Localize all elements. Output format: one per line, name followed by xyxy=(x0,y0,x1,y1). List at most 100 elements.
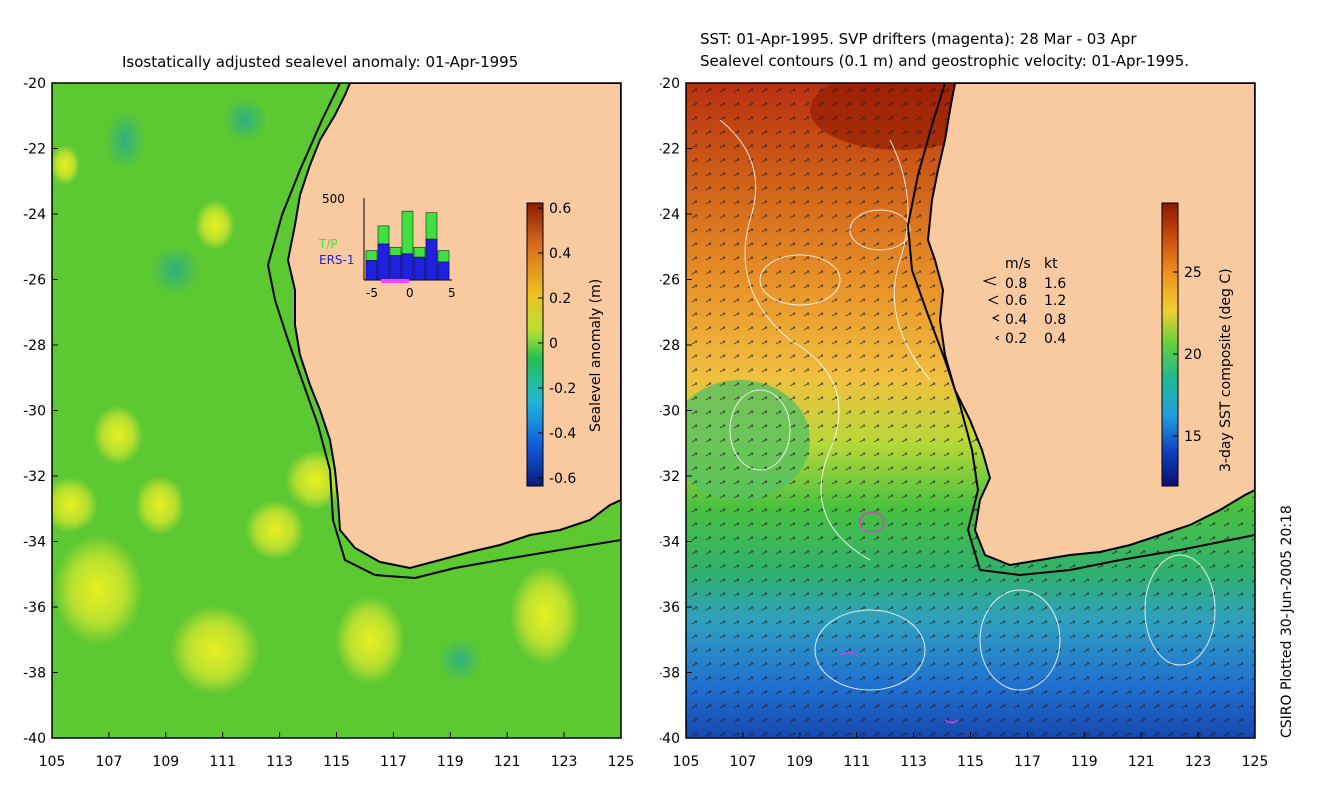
right-lon-label: 121 xyxy=(1128,754,1155,770)
histogram-bar-ers xyxy=(413,256,426,281)
left-lat-label: -40 xyxy=(23,731,46,747)
right-colorbar: 25 20 15 3-day SST composite (deg C) xyxy=(1161,202,1234,487)
histogram-bar-ers xyxy=(425,238,438,281)
velocity-legend-ms-2: 0.4 xyxy=(1005,312,1027,328)
left-lon-label: 113 xyxy=(266,754,293,770)
right-lat-label: -22 xyxy=(660,142,680,158)
drifter-tracks xyxy=(839,511,959,724)
left-colorbar: 0.6 0.4 0.2 0 -0.2 -0.4 -0.6 Sealevel anomaly … xyxy=(526,201,604,487)
right-lat-label: -20 xyxy=(660,76,680,92)
histogram-inset: 500 T/P ERS-1 -5 0 5 xyxy=(318,192,456,300)
left-lat-label: -38 xyxy=(23,666,46,682)
right-shelf-contour xyxy=(906,83,1255,577)
right-lat-label: -26 xyxy=(660,273,680,289)
histogram-bar-ers xyxy=(377,243,390,281)
left-panel-title: Isostatically adjusted sealevel anomaly:… xyxy=(122,53,519,71)
histogram-marker xyxy=(381,279,409,283)
right-map-panel: m/s kt 0.8 1.6 0.6 1.2 0.4 0.8 0.2 0.4 xyxy=(660,76,1269,770)
right-lon-label: 115 xyxy=(957,754,984,770)
left-lon-label: 107 xyxy=(96,754,123,770)
right-panel-title-line2: Sealevel contours (0.1 m) and geostrophi… xyxy=(700,52,1190,70)
left-lat-label: -26 xyxy=(23,273,46,289)
left-lon-label: 105 xyxy=(39,754,66,770)
left-lon-label: 111 xyxy=(209,754,236,770)
right-lat-label: -32 xyxy=(660,469,680,485)
velocity-legend-kt-1: 1.2 xyxy=(1044,293,1066,309)
left-lat-label: -28 xyxy=(23,338,46,354)
velocity-legend-ms-1: 0.6 xyxy=(1005,293,1027,309)
right-colorbar-tick-label: 15 xyxy=(1184,429,1202,445)
right-lon-label: 111 xyxy=(843,754,870,770)
velocity-legend-arrow-3 xyxy=(995,335,1000,341)
left-lon-label: 125 xyxy=(608,754,635,770)
right-colorbar-tick-label: 20 xyxy=(1184,347,1202,363)
left-lat-label: -36 xyxy=(23,600,46,616)
left-shelf-contour xyxy=(266,83,621,580)
left-colorbar-tick-label: -0.2 xyxy=(549,381,576,397)
left-colorbar-tick-label: -0.4 xyxy=(549,426,576,442)
left-colorbar-tick-label: 0.4 xyxy=(549,246,571,262)
left-anomaly-blobs xyxy=(52,98,580,695)
left-colorbar-tick-label: 0 xyxy=(549,336,558,352)
histogram-bar-ers xyxy=(389,255,402,281)
velocity-legend: m/s kt 0.8 1.6 0.6 1.2 0.4 0.8 0.2 0.4 xyxy=(982,256,1066,347)
left-lat-label: -34 xyxy=(23,535,46,551)
right-lat-label: -24 xyxy=(660,207,680,223)
left-lat-label: -32 xyxy=(23,469,46,485)
velocity-legend-header-ms: m/s xyxy=(1005,256,1031,272)
right-lon-label: 125 xyxy=(1242,754,1269,770)
velocity-legend-arrow-2 xyxy=(991,314,1000,322)
velocity-legend-arrow-0 xyxy=(982,276,997,286)
plot-credit: CSIRO Plotted 30-Jun-2005 20:18 xyxy=(1279,505,1295,738)
histogram-xtick-neg5: -5 xyxy=(366,286,378,300)
left-lat-label: -30 xyxy=(23,404,46,420)
right-colorbar-label: 3-day SST composite (deg C) xyxy=(1218,268,1234,472)
velocity-legend-ms-3: 0.2 xyxy=(1005,331,1027,347)
right-panel-title-line1: SST: 01-Apr-1995. SVP drifters (magenta)… xyxy=(700,30,1137,48)
left-lon-label: 117 xyxy=(380,754,407,770)
right-colorbar-tick-label: 25 xyxy=(1184,265,1202,281)
histogram-xtick-0: 0 xyxy=(406,286,414,300)
left-colorbar-tick-label: -0.6 xyxy=(549,471,576,487)
right-lon-label: 105 xyxy=(673,754,700,770)
histogram-ymax-label: 500 xyxy=(322,192,345,206)
velocity-legend-kt-2: 0.8 xyxy=(1044,312,1066,328)
histogram-legend-ers: ERS-1 xyxy=(319,253,355,267)
right-lon-label: 107 xyxy=(730,754,757,770)
left-land xyxy=(286,83,621,570)
right-lat-label: -34 xyxy=(660,535,680,551)
left-colorbar-tick-label: 0.2 xyxy=(549,291,571,307)
histogram-bar-ers xyxy=(365,260,378,281)
right-lon-label: 123 xyxy=(1185,754,1212,770)
velocity-legend-kt-3: 0.4 xyxy=(1044,331,1066,347)
right-lat-label: -30 xyxy=(660,404,680,420)
left-map-panel: 500 T/P ERS-1 -5 0 5 0.6 0.4 0.2 0 -0.2 -0.4 -… xyxy=(23,76,635,770)
left-lon-label: 123 xyxy=(551,754,578,770)
histogram-legend-tp: T/P xyxy=(318,237,338,251)
right-lon-label: 117 xyxy=(1014,754,1041,770)
left-lon-label: 121 xyxy=(494,754,521,770)
velocity-legend-arrow-1 xyxy=(987,295,999,305)
left-lat-label: -20 xyxy=(23,76,46,92)
right-lon-label: 119 xyxy=(1071,754,1098,770)
left-lon-label: 109 xyxy=(152,754,179,770)
histogram-xtick-5: 5 xyxy=(448,286,456,300)
histogram-bar-ers xyxy=(401,253,414,281)
left-lat-label: -24 xyxy=(23,207,46,223)
left-lon-label: 115 xyxy=(323,754,350,770)
velocity-legend-header-kt: kt xyxy=(1044,256,1058,272)
right-lat-label: -40 xyxy=(660,731,680,747)
sealevel-contours xyxy=(719,119,1216,691)
right-lat-label: -38 xyxy=(660,666,680,682)
velocity-legend-ms-0: 0.8 xyxy=(1005,276,1027,292)
left-colorbar-tick-label: 0.6 xyxy=(549,201,571,217)
left-colorbar-label: Sealevel anomaly (m) xyxy=(588,279,604,432)
left-lon-label: 119 xyxy=(437,754,464,770)
right-lat-label: -36 xyxy=(660,600,680,616)
histogram-bar-ers xyxy=(437,261,450,281)
velocity-legend-kt-0: 1.6 xyxy=(1044,276,1066,292)
right-lon-label: 113 xyxy=(900,754,927,770)
right-lat-label: -28 xyxy=(660,338,680,354)
left-lat-label: -22 xyxy=(23,142,46,158)
right-lon-label: 109 xyxy=(786,754,813,770)
